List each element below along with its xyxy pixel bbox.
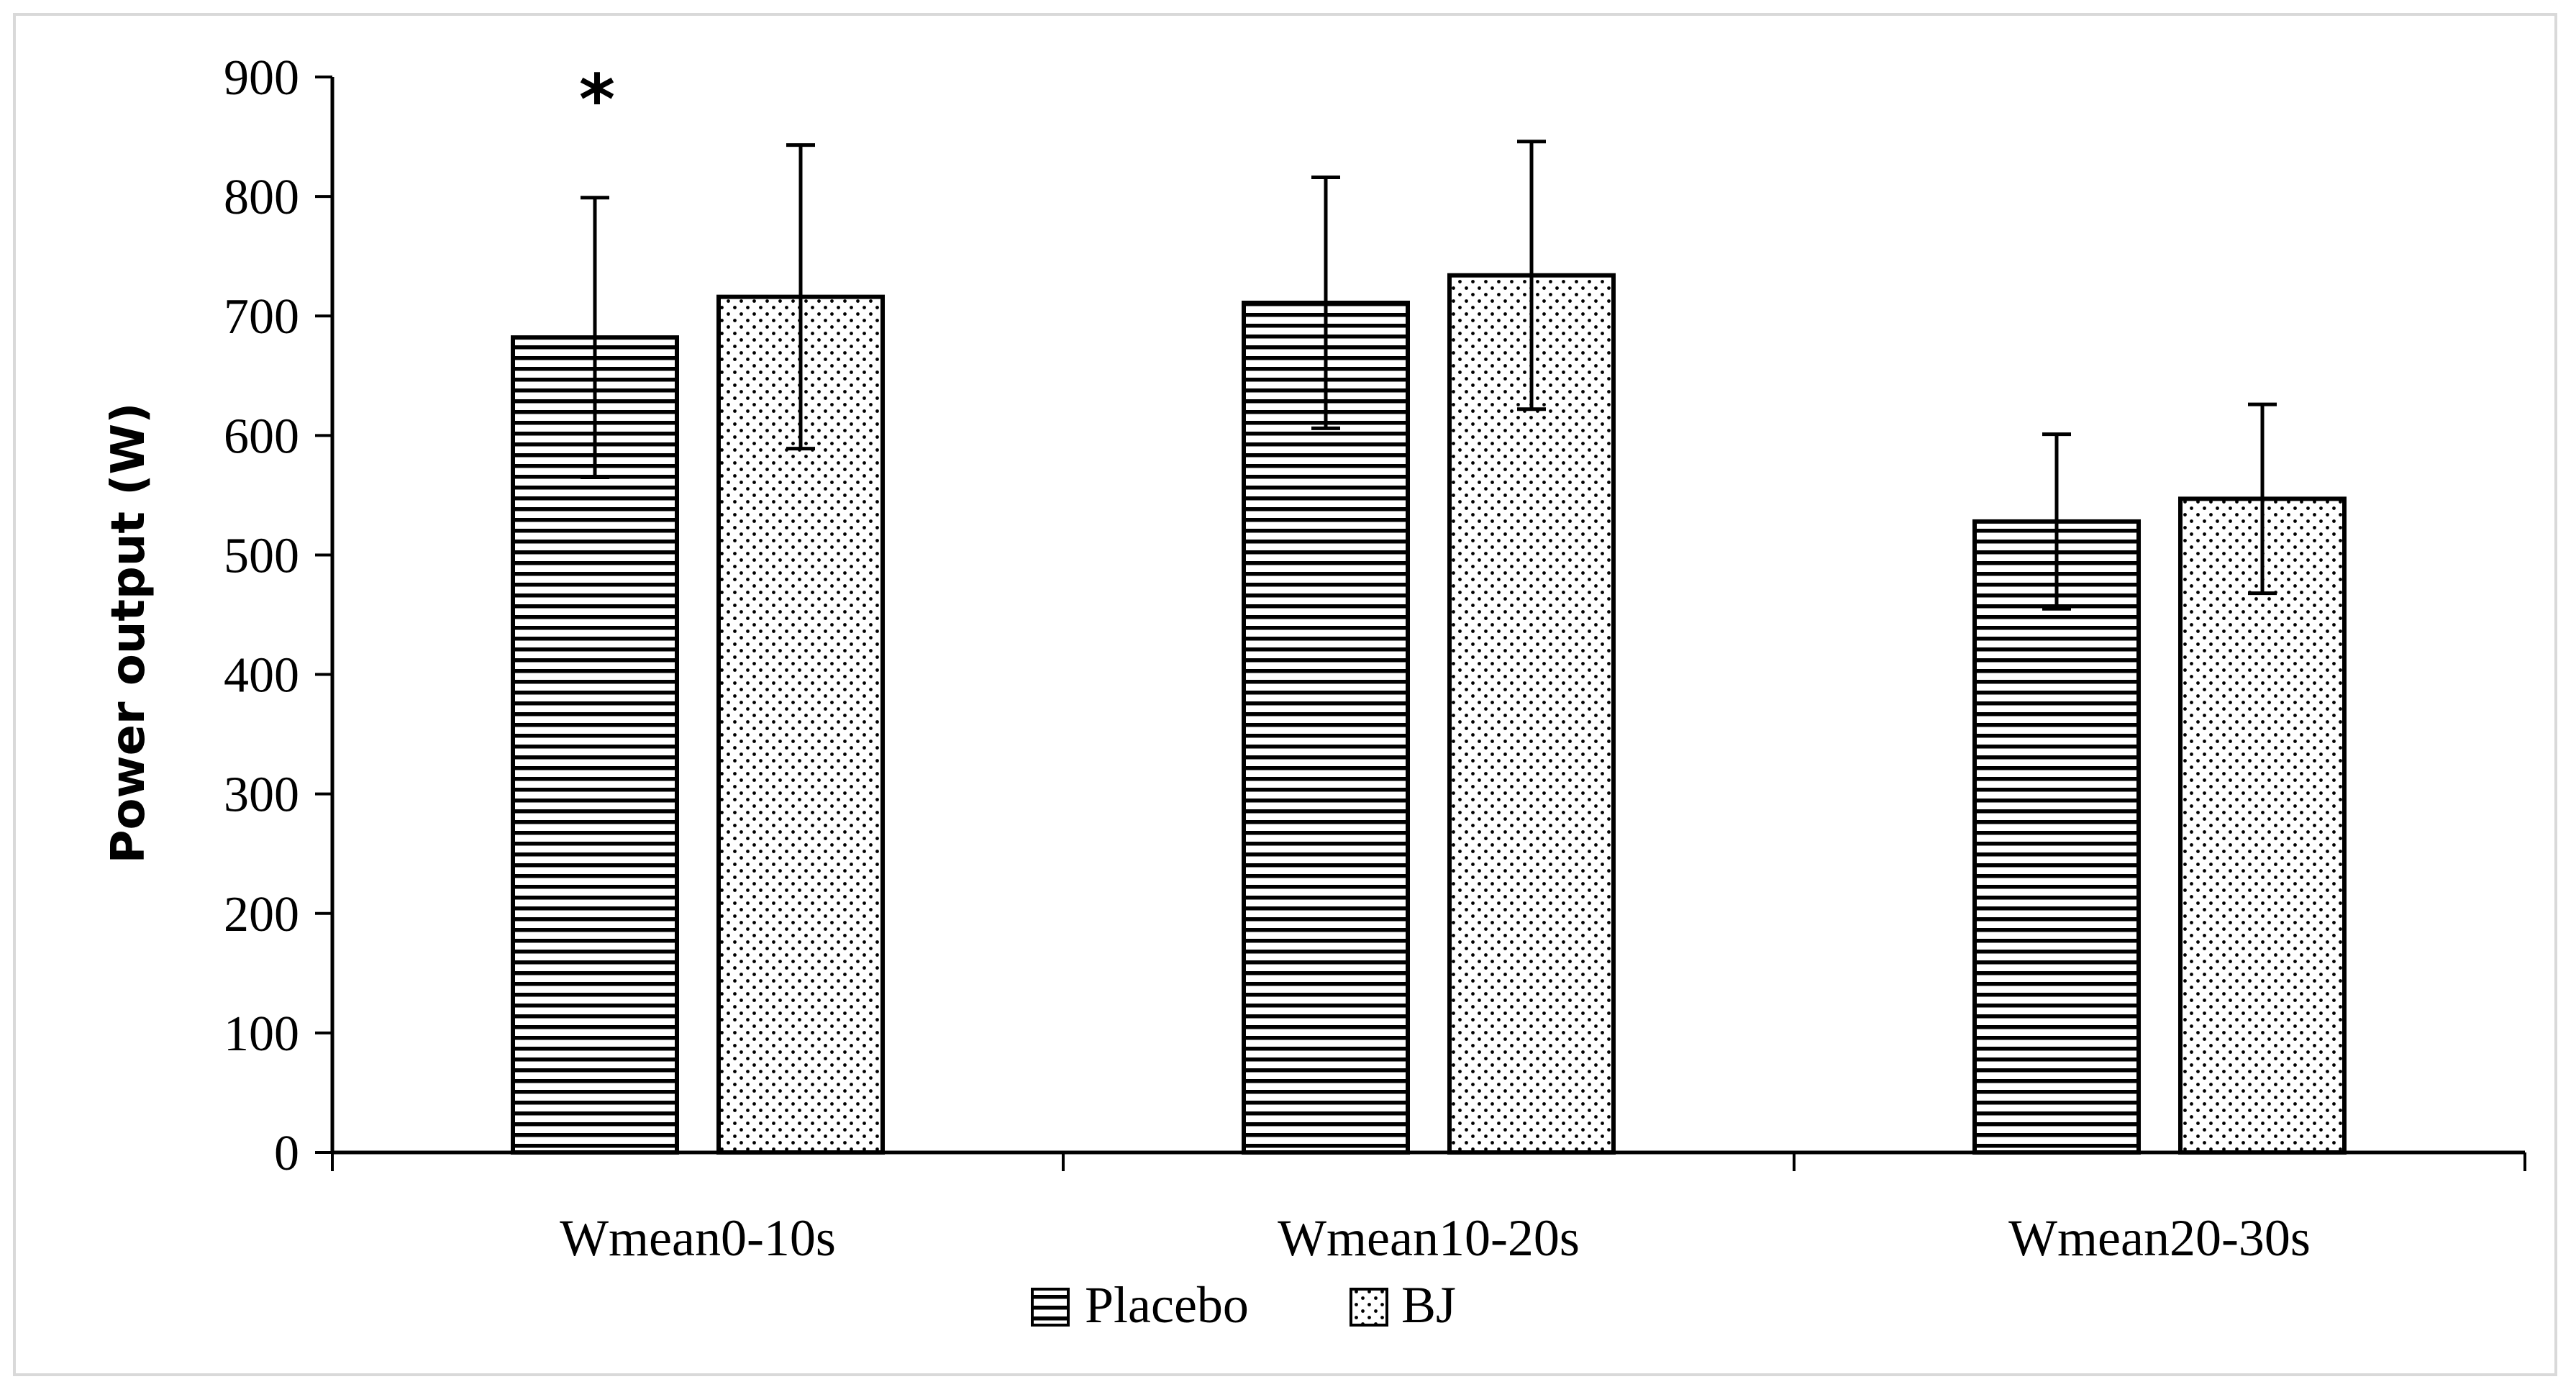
bar-bj-2 xyxy=(2178,496,2347,1155)
legend: Placebo BJ xyxy=(1031,1276,1456,1334)
y-tick-label-0: 0 xyxy=(274,1126,299,1181)
y-tick-label-400: 400 xyxy=(224,648,299,704)
x-tick-label-0: Wmean0-10s xyxy=(560,1209,836,1267)
y-tick-label-800: 800 xyxy=(224,170,299,225)
x-tick-label-1: Wmean10-20s xyxy=(1278,1209,1580,1267)
legend-swatch-placebo xyxy=(1031,1288,1070,1327)
plot-area: 0 100 200 300 400 500 600 700 800 900 Wmean0-10s Wm… xyxy=(224,50,2526,1267)
bar-placebo-1 xyxy=(1242,300,1410,1155)
bar-placebo-2 xyxy=(1972,519,2141,1155)
y-axis-title: Power output (W) xyxy=(102,403,155,864)
y-tick-label-100: 100 xyxy=(224,1006,299,1062)
legend-swatch-bj xyxy=(1350,1288,1388,1327)
y-tick-label-700: 700 xyxy=(224,289,299,345)
y-tick-label-500: 500 xyxy=(224,528,299,583)
x-tick-label-2: Wmean20-30s xyxy=(2008,1209,2311,1267)
y-tick-label-600: 600 xyxy=(224,409,299,464)
y-tick-label-900: 900 xyxy=(224,50,299,106)
legend-label-bj: BJ xyxy=(1401,1276,1456,1334)
y-tick-label-300: 300 xyxy=(224,768,299,823)
legend-label-placebo: Placebo xyxy=(1085,1276,1249,1334)
significance-marker-0: * xyxy=(579,60,615,140)
y-tick-label-200: 200 xyxy=(224,887,299,942)
